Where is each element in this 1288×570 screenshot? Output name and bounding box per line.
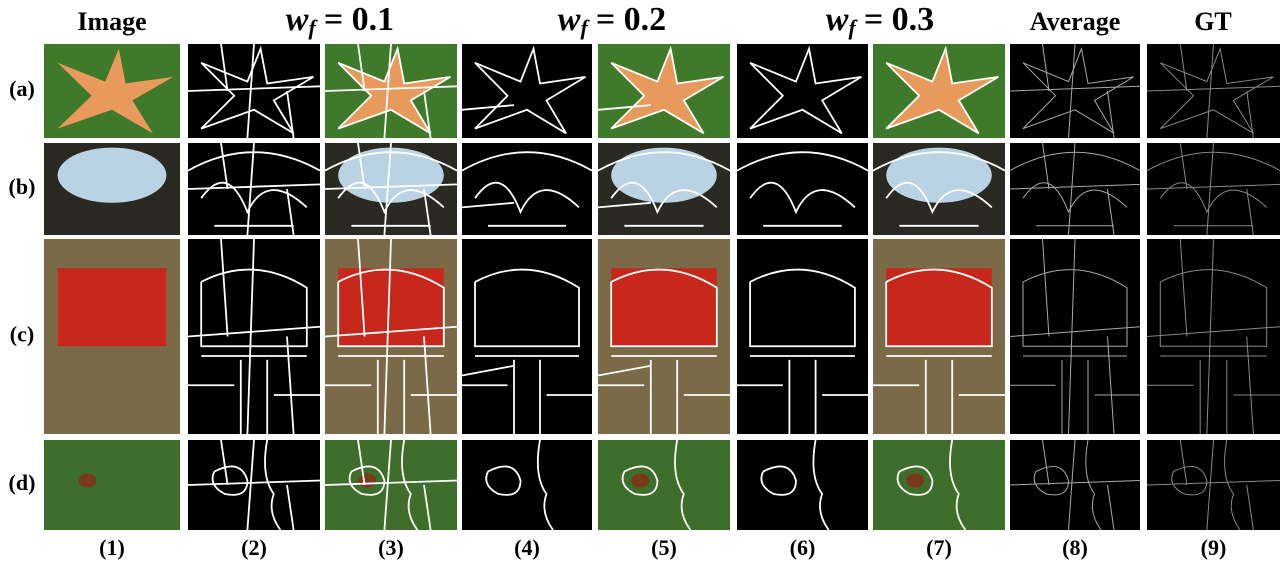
header-rest: = 0.2 <box>596 1 666 38</box>
symbol: w <box>286 1 309 38</box>
column-label: (2) <box>241 535 267 560</box>
column-label: (1) <box>99 535 125 560</box>
row-label: (d) <box>9 470 36 495</box>
panel-bg <box>737 44 868 138</box>
panel-bg <box>1010 143 1140 235</box>
panel-bg <box>873 440 1005 530</box>
panel <box>462 44 592 138</box>
header-rest: = 0.3 <box>864 1 934 38</box>
column-label: (9) <box>1201 535 1227 560</box>
panel <box>737 44 868 138</box>
panel <box>737 440 868 530</box>
panel <box>325 143 457 235</box>
panel-bg <box>188 239 320 434</box>
panel-bg <box>1147 143 1280 235</box>
panel-bg <box>1010 44 1140 138</box>
subscript: f <box>848 15 858 40</box>
panel <box>462 143 592 235</box>
column-label: (8) <box>1062 535 1088 560</box>
panel-bg <box>1147 440 1280 530</box>
panel <box>598 239 730 434</box>
panel <box>44 239 180 434</box>
photo-shape <box>58 148 167 203</box>
column-label: (6) <box>790 535 816 560</box>
panel <box>598 440 730 530</box>
panel <box>462 440 592 530</box>
column-label: (3) <box>378 535 404 560</box>
symbol: w <box>558 1 581 38</box>
panel <box>737 143 868 235</box>
panel-bg <box>598 440 730 530</box>
column-label: (5) <box>651 535 677 560</box>
row-label: (b) <box>9 174 36 199</box>
panel <box>873 44 1005 138</box>
figure: Imagewf= 0.1wf= 0.2wf= 0.3AverageGT(a)(b… <box>0 0 1288 570</box>
panel-bg <box>462 44 592 138</box>
panel <box>1147 239 1280 434</box>
row-label: (a) <box>9 76 35 101</box>
panel <box>737 239 868 434</box>
column-header: wf= 0.1 <box>286 1 394 40</box>
panel-bg <box>737 440 868 530</box>
panel <box>44 143 180 235</box>
panel <box>462 239 592 434</box>
panel <box>873 239 1005 434</box>
subscript: f <box>308 15 318 40</box>
panel-bg <box>1147 44 1280 138</box>
panel <box>1147 143 1280 235</box>
symbol: w <box>826 1 849 38</box>
row-label: (c) <box>10 322 34 347</box>
panel <box>325 44 457 138</box>
panel <box>188 440 320 530</box>
column-header: Image <box>77 7 146 36</box>
photo-shape <box>358 474 376 488</box>
panel-bg <box>1147 239 1280 434</box>
panel-bg <box>737 239 868 434</box>
panel <box>325 239 457 434</box>
panel <box>1010 239 1140 434</box>
panel <box>873 440 1005 530</box>
panel <box>1147 44 1280 138</box>
panel <box>1147 440 1280 530</box>
panel <box>44 440 180 530</box>
photo-shape <box>79 474 97 488</box>
panel-bg <box>1010 239 1140 434</box>
panel <box>1010 143 1140 235</box>
panel <box>598 143 730 235</box>
column-label: (4) <box>514 535 540 560</box>
panel-bg <box>44 440 180 530</box>
panel <box>1010 44 1140 138</box>
subscript: f <box>580 15 590 40</box>
column-label: (7) <box>926 535 952 560</box>
column-header: wf= 0.2 <box>558 1 666 40</box>
column-header: wf= 0.3 <box>826 1 934 40</box>
panel <box>325 440 457 530</box>
panel <box>598 44 730 138</box>
photo-shape <box>906 474 924 488</box>
panel <box>44 44 180 138</box>
photo-shape <box>58 268 167 346</box>
panel-bg <box>462 239 592 434</box>
panel-bg <box>462 440 592 530</box>
header-rest: = 0.1 <box>324 1 394 38</box>
panel <box>188 44 320 138</box>
panel <box>188 143 320 235</box>
column-header: GT <box>1194 7 1232 36</box>
panel <box>188 239 320 434</box>
panel-bg <box>1010 440 1140 530</box>
photo-shape <box>631 474 649 488</box>
column-header: Average <box>1030 7 1120 36</box>
panel <box>873 143 1005 235</box>
panel <box>1010 440 1140 530</box>
